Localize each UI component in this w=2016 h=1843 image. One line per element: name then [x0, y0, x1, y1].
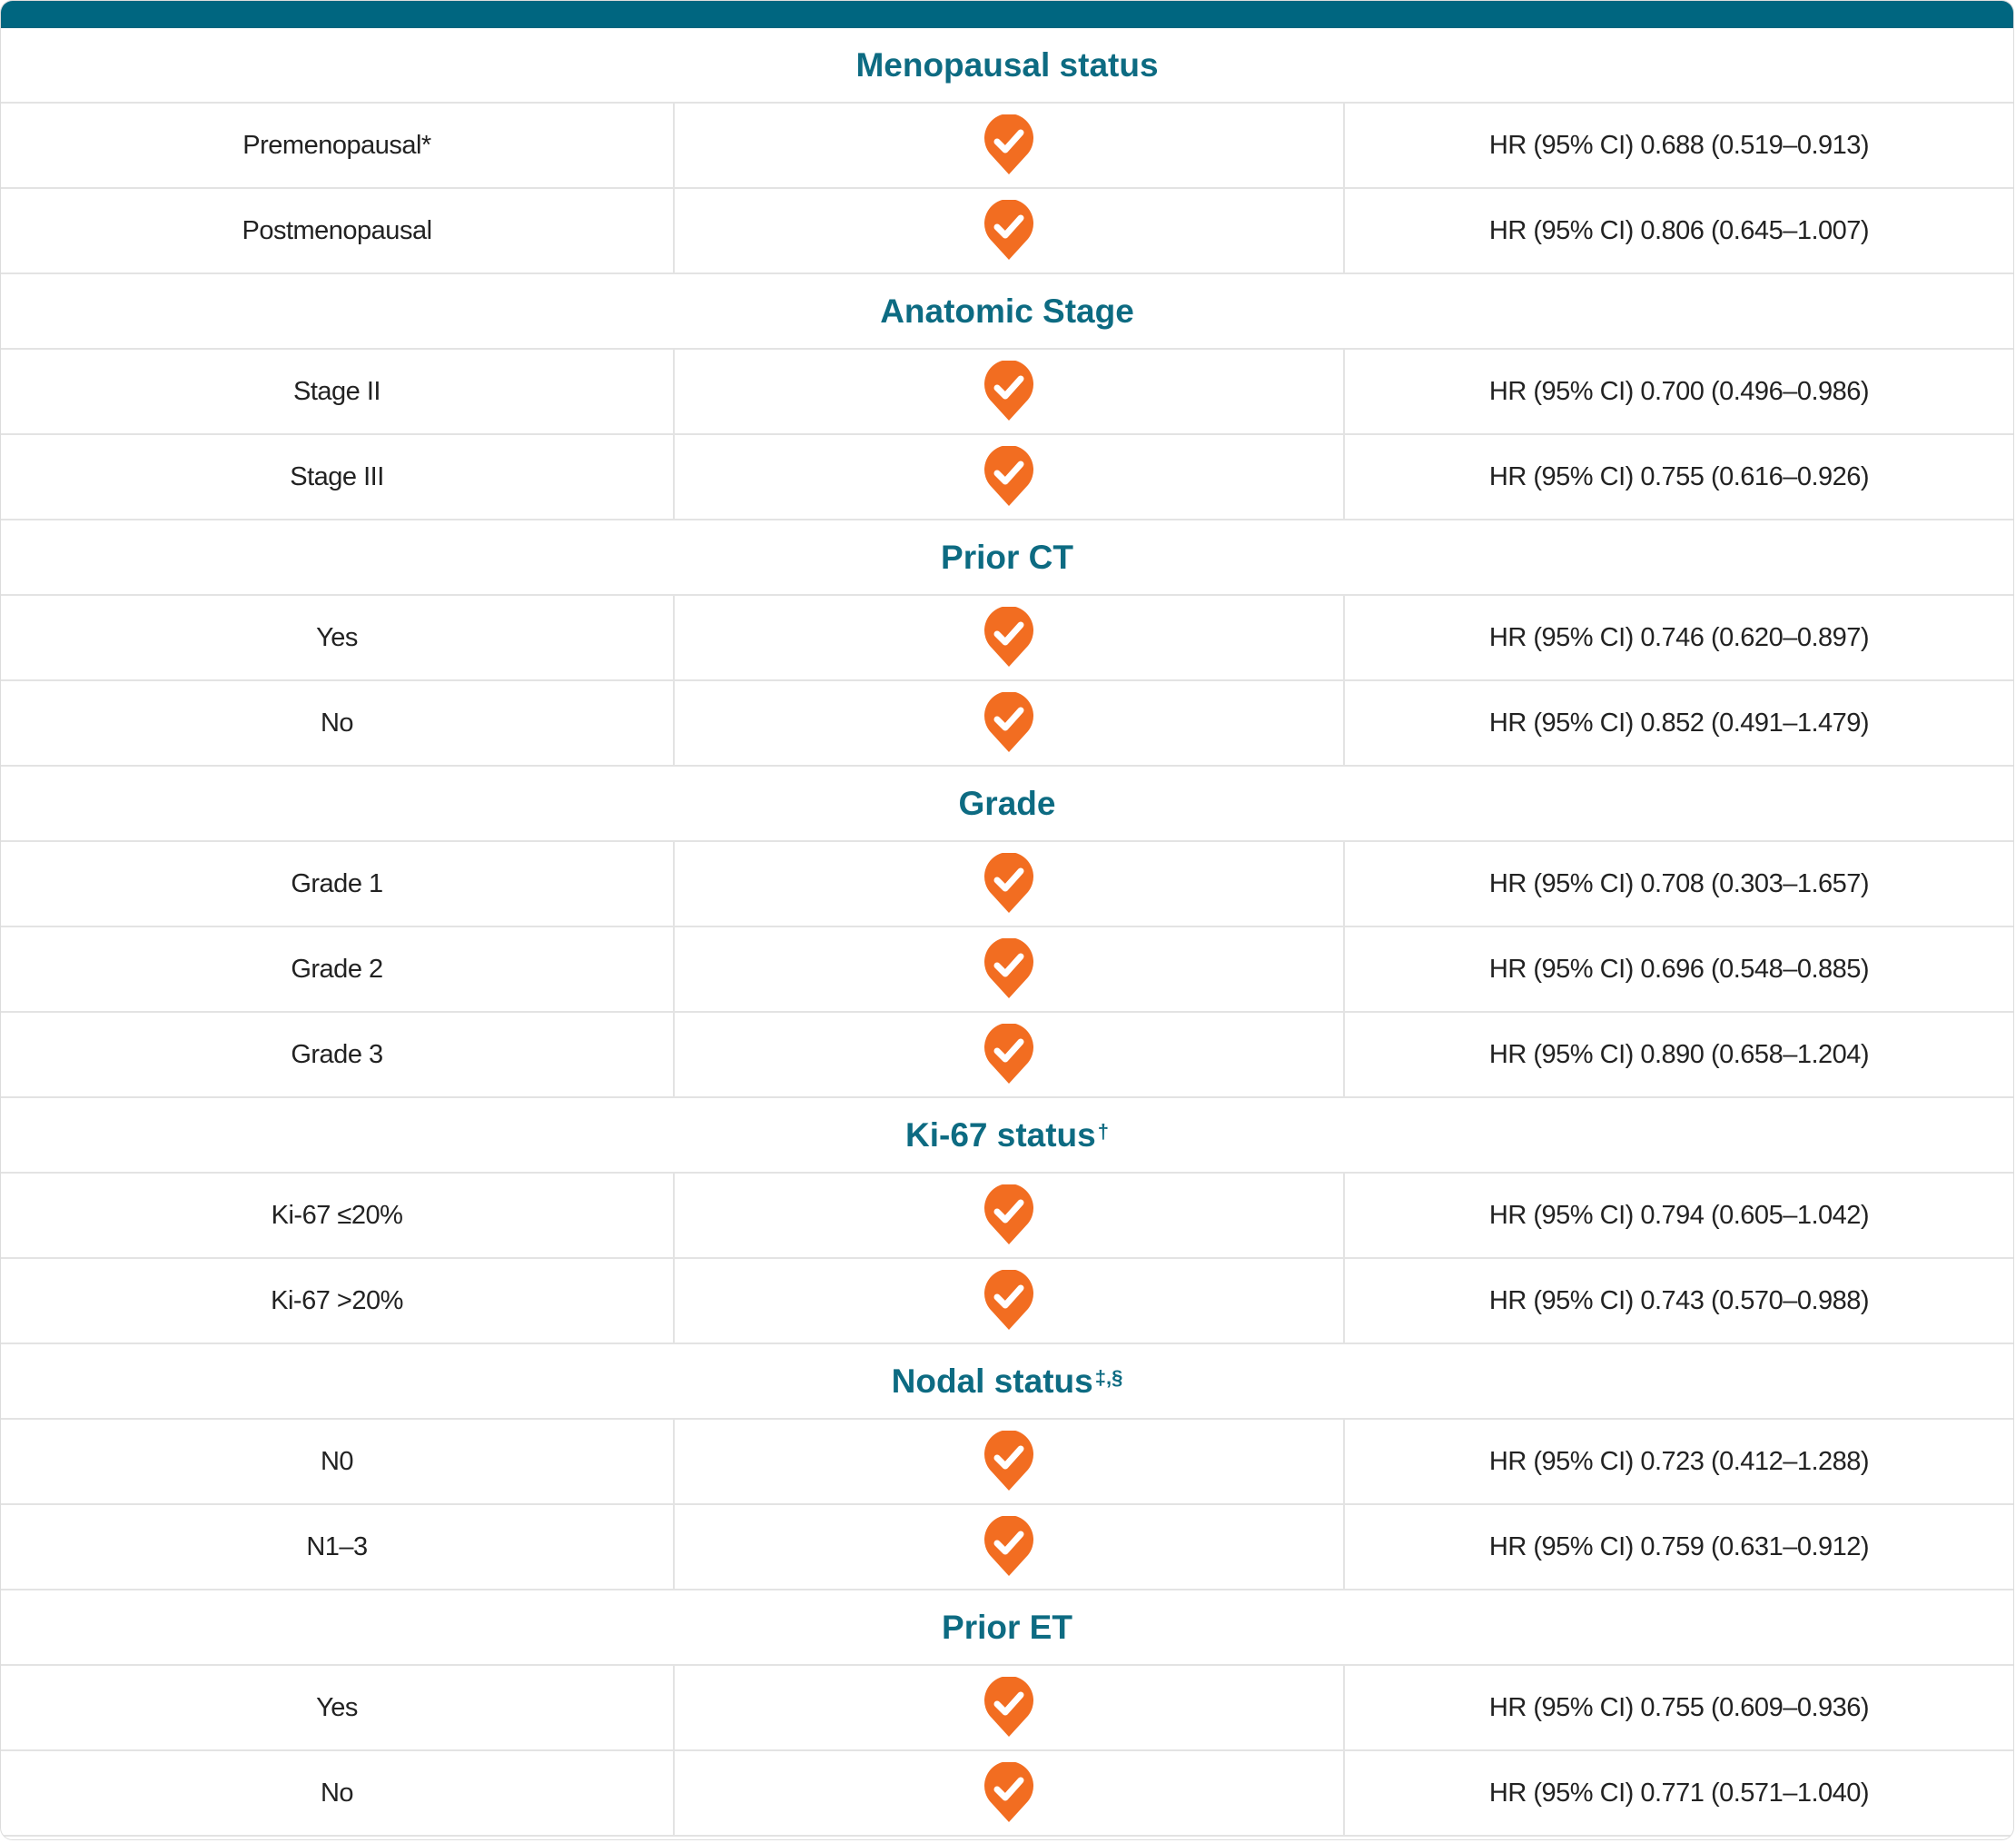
subgroup-label: Ki-67 >20%: [271, 1285, 403, 1315]
benefit-cell: [673, 1666, 1345, 1749]
hazard-ratio: HR (95% CI) 0.688 (0.519–0.913): [1488, 130, 1870, 160]
table-row: Stage III HR (95% CI) 0.755 (0.616–0.926…: [1, 435, 2013, 520]
benefit-cell: [673, 1420, 1345, 1503]
benefit-cell: [673, 350, 1345, 433]
hazard-ratio: HR (95% CI) 0.743 (0.570–0.988): [1488, 1285, 1870, 1315]
benefit-cell: [673, 596, 1345, 679]
check-badge-icon: [984, 446, 1033, 506]
section-title: Ki-67 status †: [1, 1098, 2013, 1174]
subgroup-label: Postmenopausal: [242, 215, 432, 245]
check-badge-icon: [984, 200, 1033, 260]
table-row: Premenopausal* HR (95% CI) 0.688 (0.519–…: [1, 104, 2013, 189]
benefit-cell: [673, 1751, 1345, 1835]
table-row: No HR (95% CI) 0.771 (0.571–1.040): [1, 1751, 2013, 1837]
section-title-text: Anatomic Stage: [880, 292, 1134, 330]
check-badge-icon: [984, 1677, 1033, 1737]
check-badge-icon: [984, 1184, 1033, 1244]
benefit-cell: [673, 435, 1345, 519]
benefit-cell: [673, 1174, 1345, 1257]
hazard-ratio: HR (95% CI) 0.746 (0.620–0.897): [1488, 622, 1870, 652]
section-title: Anatomic Stage: [1, 274, 2013, 350]
table-row: N1–3 HR (95% CI) 0.759 (0.631–0.912): [1, 1505, 2013, 1590]
subgroup-table: Menopausal status Premenopausal* HR (95%…: [1, 28, 2013, 1837]
benefit-cell: [673, 1013, 1345, 1096]
header-bar: [1, 1, 2013, 28]
hazard-ratio: HR (95% CI) 0.794 (0.605–1.042): [1488, 1200, 1870, 1230]
section-title-text: Prior ET: [942, 1608, 1072, 1646]
hazard-ratio: HR (95% CI) 0.755 (0.609–0.936): [1488, 1692, 1870, 1722]
check-badge-icon: [984, 938, 1033, 998]
benefit-cell: [673, 189, 1345, 272]
subgroup-label: Premenopausal*: [242, 130, 431, 160]
table-row: N0 HR (95% CI) 0.723 (0.412–1.288): [1, 1420, 2013, 1505]
subgroup-label: Grade 1: [291, 868, 383, 898]
subgroup-label: N1–3: [306, 1531, 368, 1561]
check-badge-icon: [984, 1516, 1033, 1576]
check-badge-icon: [984, 1762, 1033, 1822]
section-title-footnote: †: [1097, 1119, 1109, 1143]
subgroup-label: Yes: [316, 1692, 358, 1722]
subgroup-label: Yes: [316, 622, 358, 652]
hazard-ratio: HR (95% CI) 0.723 (0.412–1.288): [1488, 1446, 1870, 1476]
subgroup-label: N0: [320, 1446, 354, 1476]
section-title: Nodal status ‡,§: [1, 1344, 2013, 1420]
section-title-text: Ki-67 status: [905, 1115, 1096, 1154]
subgroup-label: Stage III: [290, 461, 384, 491]
check-badge-icon: [984, 607, 1033, 667]
subgroup-label: No: [320, 1778, 354, 1808]
benefit-cell: [673, 842, 1345, 926]
subgroup-label: Stage II: [293, 376, 380, 406]
check-badge-icon: [984, 853, 1033, 913]
hazard-ratio: HR (95% CI) 0.806 (0.645–1.007): [1488, 215, 1870, 245]
table-row: Grade 1 HR (95% CI) 0.708 (0.303–1.657): [1, 842, 2013, 927]
table-row: No HR (95% CI) 0.852 (0.491–1.479): [1, 681, 2013, 767]
section-title-text: Prior CT: [941, 538, 1073, 576]
check-badge-icon: [984, 1024, 1033, 1084]
hazard-ratio: HR (95% CI) 0.890 (0.658–1.204): [1488, 1039, 1870, 1069]
table-row: Ki-67 ≤20% HR (95% CI) 0.794 (0.605–1.04…: [1, 1174, 2013, 1259]
check-badge-icon: [984, 114, 1033, 174]
benefit-cell: [673, 104, 1345, 187]
section-title: Prior CT: [1, 520, 2013, 596]
subgroup-label: No: [320, 708, 354, 738]
section-title-text: Nodal status: [891, 1362, 1093, 1400]
check-badge-icon: [984, 361, 1033, 421]
table-row: Stage II HR (95% CI) 0.700 (0.496–0.986): [1, 350, 2013, 435]
check-badge-icon: [984, 1270, 1033, 1330]
benefit-cell: [673, 1505, 1345, 1589]
section-title: Prior ET: [1, 1590, 2013, 1666]
table-row: Grade 3 HR (95% CI) 0.890 (0.658–1.204): [1, 1013, 2013, 1098]
subgroup-label: Grade 3: [291, 1039, 383, 1069]
table-row: Yes HR (95% CI) 0.755 (0.609–0.936): [1, 1666, 2013, 1751]
check-badge-icon: [984, 692, 1033, 752]
benefit-cell: [673, 927, 1345, 1011]
hazard-ratio: HR (95% CI) 0.696 (0.548–0.885): [1488, 954, 1870, 984]
subgroup-label: Grade 2: [291, 954, 383, 984]
hazard-ratio: HR (95% CI) 0.759 (0.631–0.912): [1488, 1531, 1870, 1561]
section-title-text: Grade: [958, 784, 1056, 822]
table-row: Ki-67 >20% HR (95% CI) 0.743 (0.570–0.98…: [1, 1259, 2013, 1344]
benefit-cell: [673, 681, 1345, 765]
subgroup-label: Ki-67 ≤20%: [271, 1200, 403, 1230]
table-row: Grade 2 HR (95% CI) 0.696 (0.548–0.885): [1, 927, 2013, 1013]
section-title-text: Menopausal status: [855, 45, 1159, 84]
table-row: Yes HR (95% CI) 0.746 (0.620–0.897): [1, 596, 2013, 681]
hazard-ratio: HR (95% CI) 0.755 (0.616–0.926): [1488, 461, 1870, 491]
check-badge-icon: [984, 1431, 1033, 1491]
hazard-ratio: HR (95% CI) 0.852 (0.491–1.479): [1488, 708, 1870, 738]
hazard-ratio: HR (95% CI) 0.700 (0.496–0.986): [1488, 376, 1870, 406]
section-title-footnote: ‡,§: [1094, 1365, 1123, 1389]
benefit-cell: [673, 1259, 1345, 1343]
section-title: Grade: [1, 767, 2013, 842]
hazard-ratio: HR (95% CI) 0.708 (0.303–1.657): [1488, 868, 1870, 898]
hazard-ratio: HR (95% CI) 0.771 (0.571–1.040): [1488, 1778, 1870, 1808]
table-row: Postmenopausal HR (95% CI) 0.806 (0.645–…: [1, 189, 2013, 274]
section-title: Menopausal status: [1, 28, 2013, 104]
